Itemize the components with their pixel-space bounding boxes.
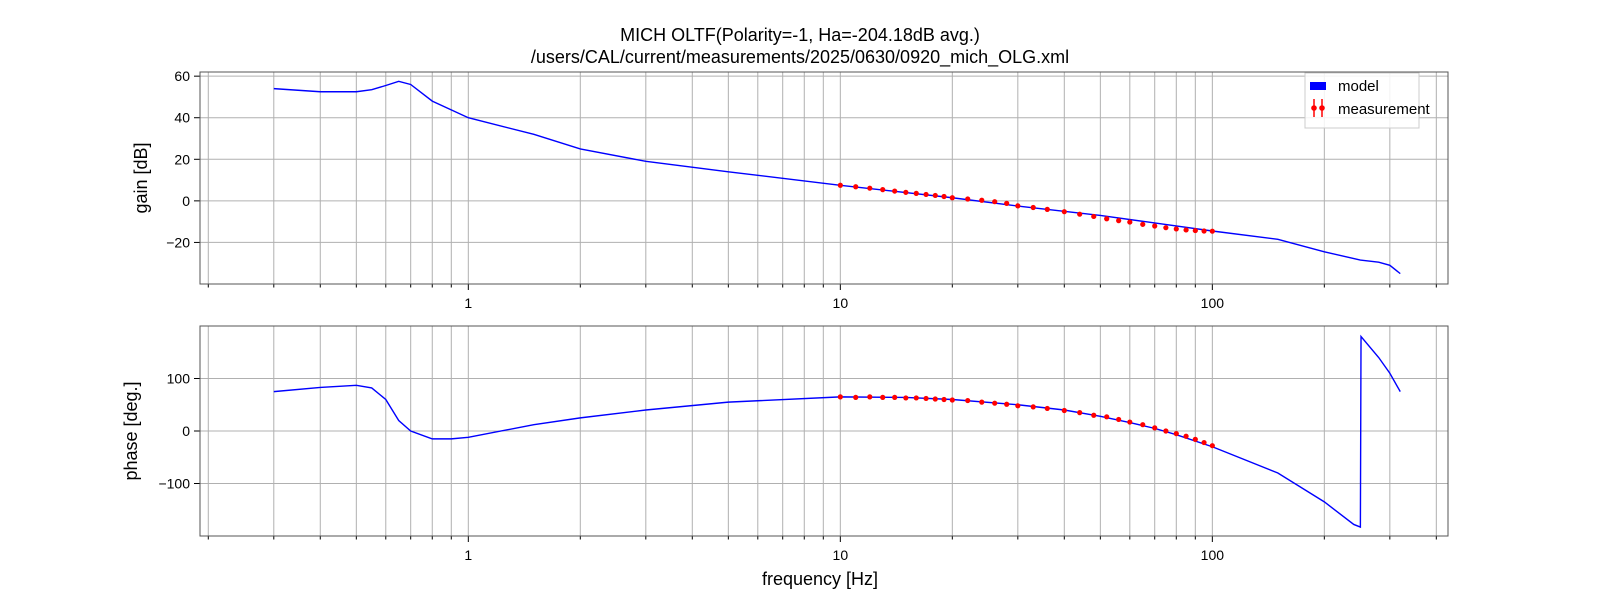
- legend-measurement-marker: [1311, 99, 1325, 117]
- phase-y-axis-label: phase [deg.]: [121, 381, 141, 480]
- x-tick-label: 10: [833, 547, 849, 563]
- measurement-point: [853, 394, 859, 400]
- measurement-point: [949, 397, 955, 403]
- chart-title-line2: /users/CAL/current/measurements/2025/063…: [530, 47, 1070, 67]
- measurement-point: [1004, 401, 1010, 407]
- measurement-point: [932, 192, 938, 199]
- legend-model-swatch: [1310, 82, 1326, 90]
- measurement-point: [1201, 228, 1207, 234]
- measurement-point: [867, 185, 873, 191]
- measurement-point: [941, 193, 947, 200]
- measurement-point: [1127, 419, 1133, 425]
- measurement-point: [1209, 443, 1215, 449]
- measurement-point: [1061, 209, 1067, 215]
- measurement-point: [1152, 223, 1158, 229]
- x-tick-label: 100: [1201, 547, 1225, 563]
- y-tick-label: 0: [182, 423, 190, 439]
- measurement-point: [1140, 221, 1146, 227]
- measurement-point: [913, 395, 919, 401]
- x-tick-label: 1: [464, 295, 472, 311]
- measurement-point: [880, 394, 886, 400]
- measurement-point: [1183, 433, 1189, 439]
- measurement-point: [979, 399, 985, 405]
- measurement-point: [903, 395, 909, 401]
- measurement-point: [837, 182, 843, 188]
- phase-grid: [194, 326, 1448, 542]
- phase-model-line: [273, 334, 1401, 529]
- legend-model-label: model: [1338, 78, 1379, 95]
- measurement-point: [965, 397, 971, 404]
- measurement-point: [923, 395, 929, 402]
- measurement-point: [892, 394, 898, 400]
- measurement-point: [1104, 414, 1110, 420]
- phase-panel: 100 0 −100 1 10 100 phase [deg.] frequency [Hz]: [121, 325, 1449, 589]
- measurement-point: [965, 196, 971, 202]
- y-tick-label: −100: [158, 476, 190, 492]
- measurement-point: [1015, 403, 1021, 409]
- measurement-point: [1044, 206, 1050, 212]
- measurement-point: [1152, 425, 1158, 431]
- measurement-point: [1201, 439, 1207, 446]
- gain-axes-frame: [199, 71, 1449, 285]
- measurement-point: [1116, 416, 1122, 423]
- legend-measurement-label: measurement: [1338, 101, 1431, 118]
- y-tick-label: 60: [174, 68, 190, 84]
- measurement-point: [1192, 227, 1198, 234]
- measurement-point: [853, 184, 859, 190]
- measurement-point: [1044, 405, 1050, 412]
- x-axis-label: frequency [Hz]: [762, 569, 878, 589]
- gain-model-line: [273, 80, 1401, 275]
- gain-measurement-points: [837, 182, 1215, 234]
- legend: model measurement: [1304, 72, 1431, 129]
- measurement-point: [1163, 225, 1169, 231]
- y-tick-label: 20: [174, 151, 190, 167]
- measurement-point: [979, 197, 985, 203]
- measurement-point: [1209, 228, 1215, 234]
- measurement-point: [1030, 404, 1036, 410]
- gain-y-axis-label: gain [dB]: [131, 142, 151, 213]
- y-tick-label: 0: [182, 193, 190, 209]
- measurement-point: [837, 394, 843, 400]
- measurement-point: [1173, 431, 1179, 437]
- measurement-point: [1077, 410, 1083, 416]
- chart-title-line1: MICH OLTF(Polarity=-1, Ha=-204.18dB avg.…: [620, 25, 980, 45]
- measurement-point: [1127, 219, 1133, 225]
- gain-grid: [194, 72, 1448, 290]
- measurement-point: [903, 189, 909, 195]
- y-tick-label: 100: [167, 371, 191, 387]
- phase-axes-frame: [199, 325, 1449, 537]
- x-tick-label: 10: [833, 295, 849, 311]
- measurement-point: [1061, 407, 1067, 414]
- measurement-point: [923, 191, 929, 198]
- measurement-point: [992, 400, 998, 406]
- measurement-point: [1183, 227, 1189, 233]
- gain-panel: 60 40 20 0 −20 1 10 100 gain [dB] model measuremen…: [131, 68, 1449, 311]
- measurement-point: [880, 187, 886, 193]
- measurement-point: [1004, 200, 1010, 206]
- measurement-point: [1192, 436, 1198, 442]
- measurement-point: [892, 188, 898, 194]
- measurement-point: [913, 190, 919, 196]
- phase-measurement-points: [837, 394, 1215, 449]
- measurement-point: [941, 396, 947, 403]
- y-tick-label: 40: [174, 110, 190, 126]
- measurement-point: [1091, 213, 1097, 220]
- measurement-point: [932, 396, 938, 402]
- measurement-point: [1104, 216, 1110, 222]
- measurement-point: [1173, 226, 1179, 232]
- measurement-point: [1015, 203, 1021, 209]
- measurement-point: [1030, 204, 1036, 211]
- measurement-point: [1163, 428, 1169, 434]
- x-tick-label: 1: [464, 547, 472, 563]
- y-tick-label: −20: [166, 234, 190, 250]
- x-tick-label: 100: [1201, 295, 1225, 311]
- measurement-point: [1077, 211, 1083, 217]
- measurement-point: [992, 199, 998, 205]
- measurement-point: [949, 195, 955, 201]
- measurement-point: [1140, 422, 1146, 428]
- measurement-point: [1091, 412, 1097, 418]
- measurement-point: [867, 394, 873, 400]
- measurement-point: [1116, 218, 1122, 224]
